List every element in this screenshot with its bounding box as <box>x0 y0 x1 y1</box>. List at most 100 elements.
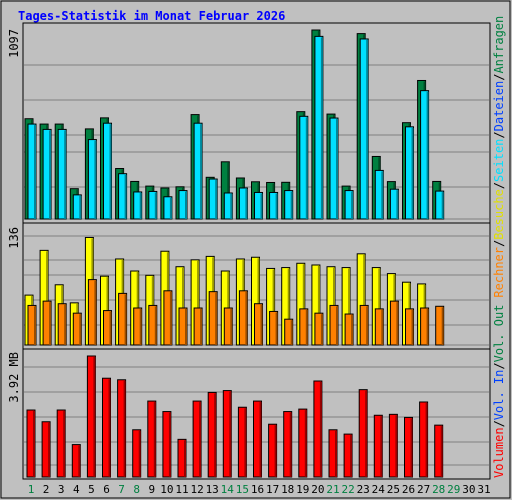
legend-sep-2: / <box>492 362 506 369</box>
pages-bar-shade <box>200 124 203 219</box>
x-tick-label: 3 <box>58 483 65 496</box>
hosts-bar-shade <box>169 291 172 345</box>
pages-bar-shade <box>260 193 263 219</box>
hosts-bar-shade <box>215 292 218 345</box>
hosts-bar-shade <box>124 294 127 345</box>
hosts-bar-shade <box>230 309 233 345</box>
hosts-bar-shade <box>109 311 112 345</box>
x-tick-label: 30 <box>462 483 475 496</box>
volume-bar-shade <box>304 410 307 477</box>
x-tick-label: 1 <box>28 483 35 496</box>
hosts-bar-shade <box>139 309 142 345</box>
legend-anfragen: Anfragen <box>492 16 506 74</box>
x-tick-label: 8 <box>133 483 140 496</box>
volume-bar-shade <box>63 411 66 477</box>
chart-title: Tages-Statistik im Monat Februar 2026 <box>18 9 285 23</box>
hosts-bar-shade <box>320 314 323 345</box>
volume-bar-shade <box>138 430 141 477</box>
pages-bar-shade <box>305 117 308 219</box>
requests-bar-shade <box>227 162 230 219</box>
pages-bar-shade <box>154 192 157 219</box>
visits-bar-shade <box>272 269 275 345</box>
x-tick-label: 26 <box>402 483 415 496</box>
requests-axis-max-label: 1097 <box>7 29 21 58</box>
hosts-bar-shade <box>441 307 444 345</box>
legend-vol-in: Vol. In <box>492 370 506 421</box>
hosts-bar-shade <box>336 306 338 345</box>
legend-rechner: Rechner <box>492 247 506 298</box>
x-tick-label: 28 <box>432 483 445 496</box>
x-tick-label: 13 <box>206 483 219 496</box>
hosts-bar-shade <box>200 309 203 345</box>
volume-bar-shade <box>229 391 232 477</box>
hosts-bar-shade <box>366 306 369 345</box>
x-tick-label: 6 <box>103 483 110 496</box>
x-tick-label: 20 <box>311 483 324 496</box>
visits-bar-shade <box>287 268 290 345</box>
volume-bar-shade <box>319 382 322 477</box>
volume-bar-shade <box>380 416 383 477</box>
hosts-bar-shade <box>34 306 36 345</box>
pages-bar-shade <box>64 130 67 219</box>
pages-bar-shade <box>336 119 338 219</box>
volume-bar-shade <box>168 412 171 477</box>
x-tick-label: 24 <box>372 483 386 496</box>
hosts-bar-shade <box>185 309 187 345</box>
pages-bar-shade <box>94 140 97 219</box>
x-tick-label: 9 <box>148 483 155 496</box>
pages-bar-shade <box>366 39 369 219</box>
legend-sep-1: / <box>492 420 506 427</box>
x-tick-label: 11 <box>175 483 188 496</box>
pages-bar-shade <box>139 192 142 219</box>
legend-vol-out: Vol. Out <box>492 305 506 363</box>
volume-bar-shade <box>108 379 111 477</box>
volume-bar-shade <box>48 422 51 477</box>
volume-bar-shade <box>78 445 81 477</box>
hosts-bar-shade <box>290 320 293 345</box>
pages-bar-shade <box>245 188 248 219</box>
hosts-bar-shade <box>305 309 308 345</box>
hosts-bar-shade <box>64 304 67 345</box>
volume-bar-shade <box>365 390 368 477</box>
hosts-bar-shade <box>351 315 354 345</box>
pages-bar-shade <box>351 191 354 219</box>
legend-sep-6: / <box>492 74 506 81</box>
pages-bar-shade <box>109 124 112 219</box>
x-tick-label: 15 <box>236 483 249 496</box>
x-tick-label: 18 <box>281 483 294 496</box>
volume-axis-max-label: 3.92 MB <box>7 352 21 403</box>
bars <box>24 29 445 478</box>
volume-bar-shade <box>440 426 443 477</box>
hosts-bar-shade <box>426 309 429 345</box>
x-tick-label: 14 <box>221 483 235 496</box>
volume-bar-shade <box>289 412 292 477</box>
pages-bar-shade <box>290 191 293 219</box>
hosts-bar-shade <box>275 312 278 345</box>
hosts-bar-shade <box>381 309 384 345</box>
x-tick-label: 25 <box>387 483 400 496</box>
right-legend: Volumen/Vol. In/Vol. OutRechner/Besuche/… <box>492 16 506 478</box>
visits-bar-shade <box>197 260 200 345</box>
volume-bar-shade <box>259 402 262 477</box>
x-tick-label: 7 <box>118 483 125 496</box>
volume-bar-shade <box>93 357 96 477</box>
volume-bar-shade <box>214 393 217 477</box>
pages-bar-shade <box>49 130 52 219</box>
visits-bar-shade <box>378 268 381 345</box>
volume-bar-shade <box>123 380 126 477</box>
pages-bar-shade <box>124 174 127 219</box>
hosts-bar-shade <box>411 309 414 345</box>
visits-bar-shade <box>348 268 351 345</box>
volume-bar-shade <box>425 402 428 477</box>
x-tick-label: 16 <box>251 483 264 496</box>
pages-bar-shade <box>169 197 172 219</box>
x-tick-label: 27 <box>417 483 430 496</box>
pages-bar-shade <box>34 125 36 219</box>
pages-bar-shade <box>215 180 218 219</box>
pages-bar-shade <box>275 193 278 219</box>
x-tick-label: 21 <box>326 483 339 496</box>
pages-bar-shade <box>320 37 323 219</box>
hosts-bar-shade <box>94 280 97 345</box>
pages-bar-shade <box>411 127 414 219</box>
x-tick-label: 19 <box>296 483 309 496</box>
